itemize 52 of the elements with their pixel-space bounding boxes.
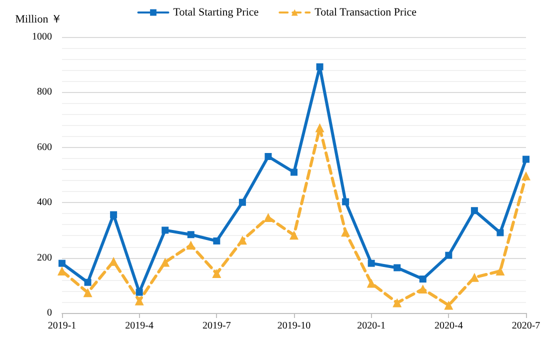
- x-tick-label: 2019-10: [277, 320, 311, 332]
- point: [290, 168, 298, 176]
- point: [419, 276, 426, 283]
- point: [366, 278, 376, 288]
- point: [444, 300, 454, 310]
- legend-label: Total Starting Price: [173, 6, 259, 18]
- x-tick-label: 2020-4: [434, 320, 463, 332]
- x-tick-label: 2020-1: [357, 320, 386, 332]
- point: [162, 226, 169, 234]
- point: [160, 258, 170, 267]
- point: [522, 171, 530, 180]
- point: [342, 198, 350, 206]
- point: [186, 240, 196, 250]
- x-tick-label: 2019-4: [125, 320, 154, 332]
- point: [83, 288, 92, 298]
- point: [470, 207, 478, 214]
- x-tick-label: 2019-1: [48, 320, 76, 332]
- point: [264, 153, 272, 160]
- point: [392, 298, 402, 308]
- y-tick-label: 400: [37, 197, 52, 208]
- point: [136, 288, 143, 296]
- point: [58, 260, 66, 267]
- point: [134, 296, 144, 306]
- y-tick-label: 200: [37, 252, 52, 264]
- point: [496, 266, 505, 276]
- point: [84, 278, 92, 286]
- legend-label: Total Transaction Price: [314, 6, 417, 18]
- point: [187, 231, 194, 238]
- y-tick-label: 1000: [32, 32, 52, 42]
- point: [522, 156, 530, 163]
- point: [264, 213, 273, 222]
- x-tick-label: 2020-7: [512, 320, 540, 332]
- point: [445, 252, 452, 259]
- y-axis-title: Million ￥: [15, 14, 62, 26]
- point: [238, 236, 247, 245]
- y-tick-label: 600: [37, 142, 52, 153]
- point: [213, 237, 220, 244]
- point: [418, 284, 428, 294]
- x-tick-label: 2019-7: [202, 320, 231, 332]
- point: [341, 228, 350, 237]
- point: [394, 264, 401, 272]
- point: [290, 230, 298, 240]
- point: [368, 260, 375, 267]
- point: [316, 63, 324, 70]
- point: [212, 269, 222, 278]
- y-tick-label: 800: [37, 86, 52, 98]
- point: [315, 123, 324, 132]
- point: [238, 198, 246, 206]
- point: [110, 211, 118, 218]
- point: [109, 256, 118, 266]
- y-tick-label: 0: [47, 308, 52, 318]
- point: [496, 229, 504, 236]
